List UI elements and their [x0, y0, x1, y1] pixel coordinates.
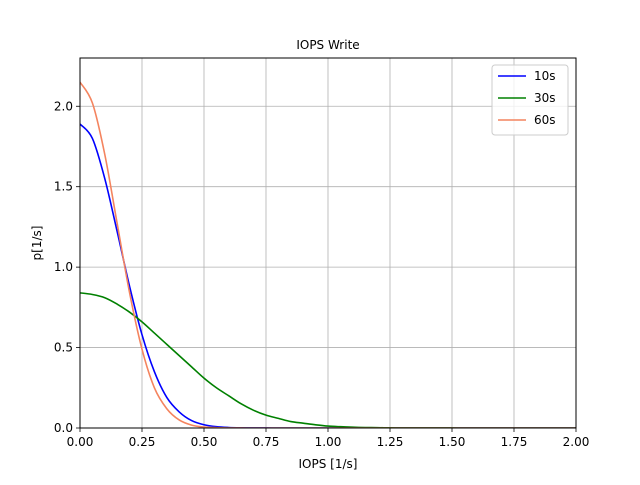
- y-tick-label: 1.5: [54, 180, 73, 194]
- y-axis-label: p[1/s]: [30, 226, 44, 261]
- legend-label-60s: 60s: [534, 113, 556, 127]
- legend-label-30s: 30s: [534, 91, 556, 105]
- y-tick-label: 2.0: [54, 99, 73, 113]
- y-tick-label: 0.0: [54, 421, 73, 435]
- x-axis-label: IOPS [1/s]: [299, 457, 358, 471]
- x-axis: 0.00 0.25 0.50 0.75 1.00 1.25 1.50 1.75 2.00: [67, 428, 590, 449]
- x-tick-label: 1.00: [315, 435, 342, 449]
- chart-title: IOPS Write: [296, 38, 359, 52]
- series-line-10s: [80, 123, 576, 428]
- x-tick-label: 0.00: [67, 435, 94, 449]
- legend-box: [491, 64, 569, 136]
- y-tick-label: 1.0: [54, 260, 73, 274]
- legend-label-10s: 10s: [534, 69, 556, 83]
- x-tick-label: 0.50: [191, 435, 218, 449]
- y-axis: 0.0 0.5 1.0 1.5 2.0: [54, 99, 80, 435]
- x-tick-label: 1.50: [439, 435, 466, 449]
- x-tick-label: 2.00: [563, 435, 590, 449]
- y-tick-label: 0.5: [54, 341, 73, 355]
- legend: 10s 30s 60s: [491, 64, 569, 136]
- x-tick-label: 0.75: [253, 435, 280, 449]
- series-line-30s: [80, 292, 576, 428]
- x-tick-label: 1.25: [377, 435, 404, 449]
- series-layer: [80, 81, 576, 428]
- x-tick-label: 0.25: [129, 435, 156, 449]
- series-line-60s: [80, 81, 576, 428]
- x-tick-label: 1.75: [501, 435, 528, 449]
